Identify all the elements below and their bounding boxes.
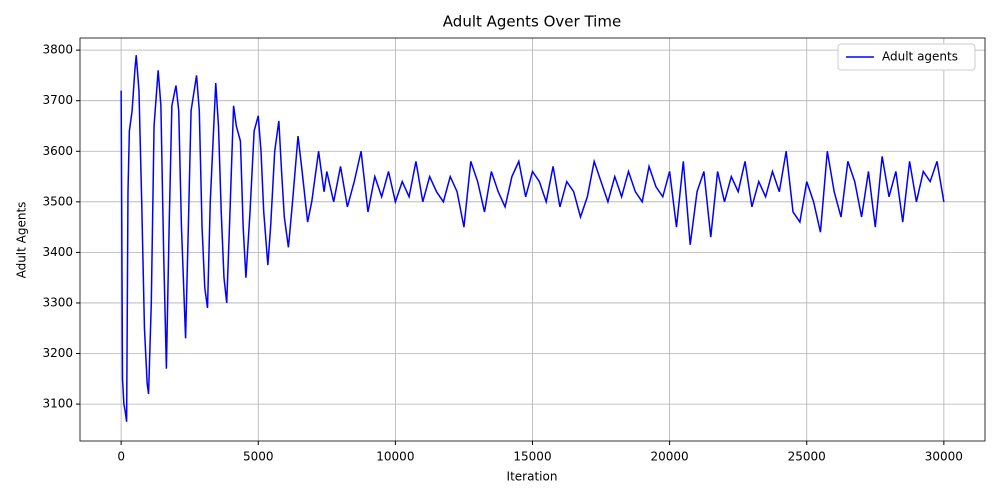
x-tick-label: 20000 xyxy=(651,450,689,464)
y-tick-label: 3500 xyxy=(42,194,73,208)
data-line xyxy=(120,55,945,422)
y-tick-label: 3100 xyxy=(42,397,73,411)
x-tick-label: 25000 xyxy=(788,450,826,464)
y-tick-label: 3200 xyxy=(42,346,73,360)
y-tick-label: 3300 xyxy=(42,295,73,309)
y-axis-label: Adult Agents xyxy=(15,202,29,279)
y-tick-label: 3400 xyxy=(42,245,73,259)
y-tick-label: 3800 xyxy=(42,43,73,57)
chart-title: Adult Agents Over Time xyxy=(443,13,621,31)
plot-frame xyxy=(79,37,986,442)
y-tick-label: 3700 xyxy=(42,93,73,107)
x-tick-label: 15000 xyxy=(513,450,551,464)
legend-label: Adult agents xyxy=(882,50,958,64)
y-tick-label: 3600 xyxy=(42,144,73,158)
x-tick-label: 30000 xyxy=(925,450,963,464)
x-tick-label: 10000 xyxy=(376,450,414,464)
legend-box xyxy=(837,43,976,71)
x-axis-label: Iteration xyxy=(507,470,558,484)
x-tick-label: 0 xyxy=(117,450,125,464)
x-tick-label: 5000 xyxy=(243,450,274,464)
